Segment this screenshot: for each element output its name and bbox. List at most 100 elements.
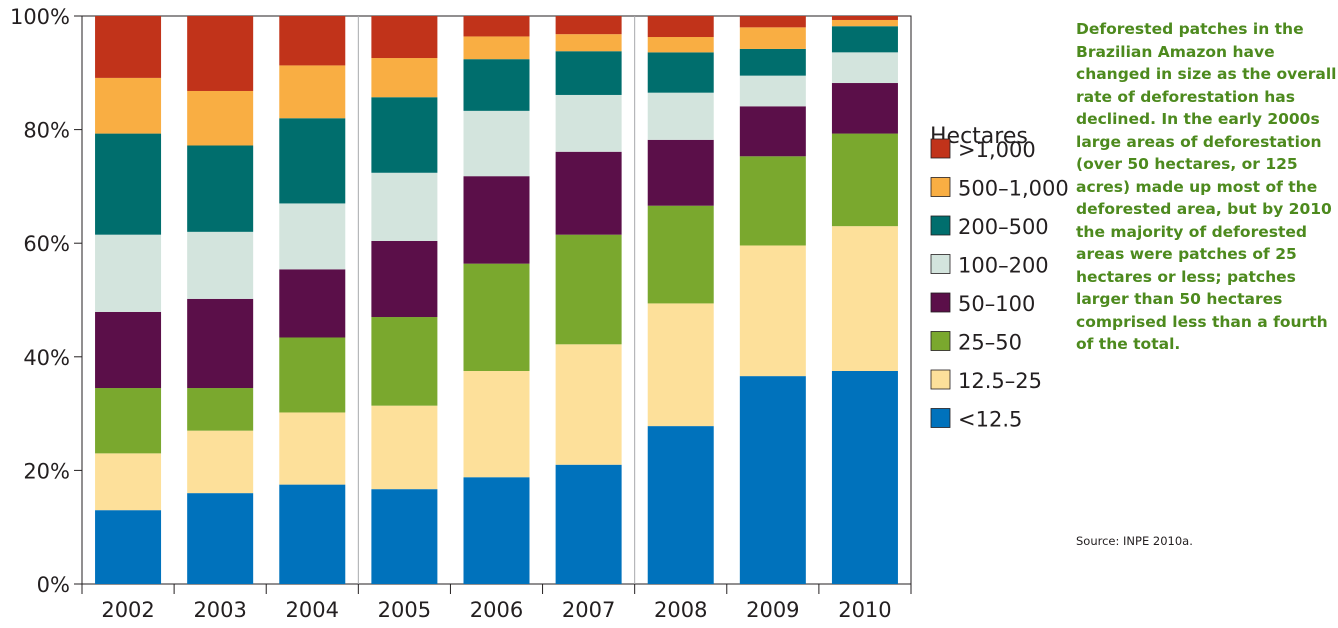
bars-group	[95, 16, 898, 584]
bar-segment	[739, 75, 806, 107]
x-tick-label: 2004	[286, 598, 339, 622]
bar-segment	[555, 234, 622, 345]
bar-segment	[463, 263, 530, 371]
bar-segment	[555, 151, 622, 235]
bar-segment	[647, 37, 714, 53]
chart-caption: Deforested patches in the Brazilian Amaz…	[1076, 20, 1337, 353]
legend-swatch	[930, 331, 951, 351]
bar-segment	[555, 51, 622, 95]
bar-segment	[739, 156, 806, 246]
bar-segment	[739, 106, 806, 157]
legend-swatch	[930, 292, 951, 313]
legend-label: 50–100	[958, 292, 1035, 316]
bar-segment	[831, 133, 898, 227]
bar-segment	[95, 133, 162, 235]
legend-label: 500–1,000	[958, 177, 1069, 201]
y-tick-label: 40%	[23, 346, 70, 370]
bar-segment	[463, 371, 530, 478]
bar-segment	[555, 344, 622, 465]
bar-segment	[739, 27, 806, 49]
bar-segment	[555, 464, 622, 584]
bar-segment	[831, 16, 898, 20]
y-tick-label: 60%	[23, 232, 70, 256]
y-tick-label: 20%	[23, 459, 70, 483]
bar-segment	[463, 477, 530, 584]
bar-segment	[739, 16, 806, 28]
bar-segment	[187, 430, 254, 494]
x-tick-label: 2002	[101, 598, 154, 622]
legend-swatch	[930, 408, 951, 428]
bar-segment	[831, 19, 898, 27]
x-tick-label: 2003	[193, 598, 246, 622]
bar-segment	[187, 388, 254, 431]
bar-segment	[647, 205, 714, 304]
x-axis: 2002 2003 2004 2005 2006 2007 2008 2009 2010	[81, 584, 912, 622]
bar-segment	[463, 59, 530, 111]
x-tick-label: 2007	[562, 598, 615, 622]
bar-segment	[187, 145, 254, 232]
x-tick-label: 2005	[378, 598, 431, 622]
bar-segment	[739, 245, 806, 377]
bar-segment	[371, 58, 438, 98]
bar-segment	[831, 371, 898, 584]
legend-swatch	[930, 177, 951, 197]
bar-segment	[95, 77, 162, 134]
x-tick-label: 2009	[746, 598, 799, 622]
bar-segment	[95, 388, 162, 454]
bar-segment	[279, 203, 346, 270]
bar-segment	[279, 269, 346, 338]
legend-label: >1,000	[958, 138, 1036, 162]
y-tick-label: 100%	[10, 5, 70, 29]
bar-segment	[95, 510, 162, 584]
bar-segment	[187, 16, 254, 91]
bar-segment	[371, 317, 438, 406]
bar-segment	[371, 240, 438, 318]
x-tick-label: 2006	[470, 598, 523, 622]
bar-segment	[279, 65, 346, 119]
legend-label: <12.5	[958, 408, 1022, 432]
bar-segment	[555, 94, 622, 152]
bar-segment	[371, 489, 438, 584]
legend: Hectares >1,000500–1,000200–500100–20050…	[930, 124, 1069, 432]
x-tick-label: 2008	[654, 598, 707, 622]
y-tick-label: 80%	[23, 119, 70, 143]
bar-segment	[739, 48, 806, 76]
bar-segment	[371, 172, 438, 241]
bar-segment	[831, 52, 898, 84]
legend-swatch	[930, 254, 951, 274]
y-axis: 0% 20% 40% 60% 80% 100%	[10, 5, 82, 597]
bar-segment	[831, 226, 898, 371]
bar-segment	[371, 97, 438, 173]
bar-segment	[187, 90, 254, 146]
bar-segment	[95, 453, 162, 511]
legend-label: 12.5–25	[958, 369, 1042, 393]
bar-segment	[831, 83, 898, 134]
bar-segment	[555, 16, 622, 35]
bar-segment	[279, 337, 346, 413]
bar-segment	[279, 16, 346, 66]
bar-segment	[187, 231, 254, 299]
bar-segment	[279, 412, 346, 485]
bar-segment	[831, 26, 898, 53]
bar-segment	[463, 16, 530, 37]
source-note: Source: INPE 2010a.	[1076, 534, 1193, 548]
legend-swatch	[930, 215, 951, 236]
bar-segment	[279, 118, 346, 204]
bar-segment	[647, 426, 714, 584]
bar-segment	[647, 303, 714, 427]
bar-segment	[463, 110, 530, 177]
bar-segment	[187, 493, 254, 584]
bar-segment	[463, 36, 530, 60]
bar-segment	[95, 311, 162, 389]
bar-segment	[647, 52, 714, 93]
bar-segment	[371, 16, 438, 59]
bar-segment	[647, 16, 714, 38]
legend-label: 200–500	[958, 215, 1049, 239]
legend-swatch	[930, 138, 951, 159]
y-tick-label: 0%	[37, 573, 70, 597]
legend-label: 25–50	[958, 331, 1022, 355]
bar-segment	[647, 139, 714, 206]
bar-segment	[555, 34, 622, 52]
